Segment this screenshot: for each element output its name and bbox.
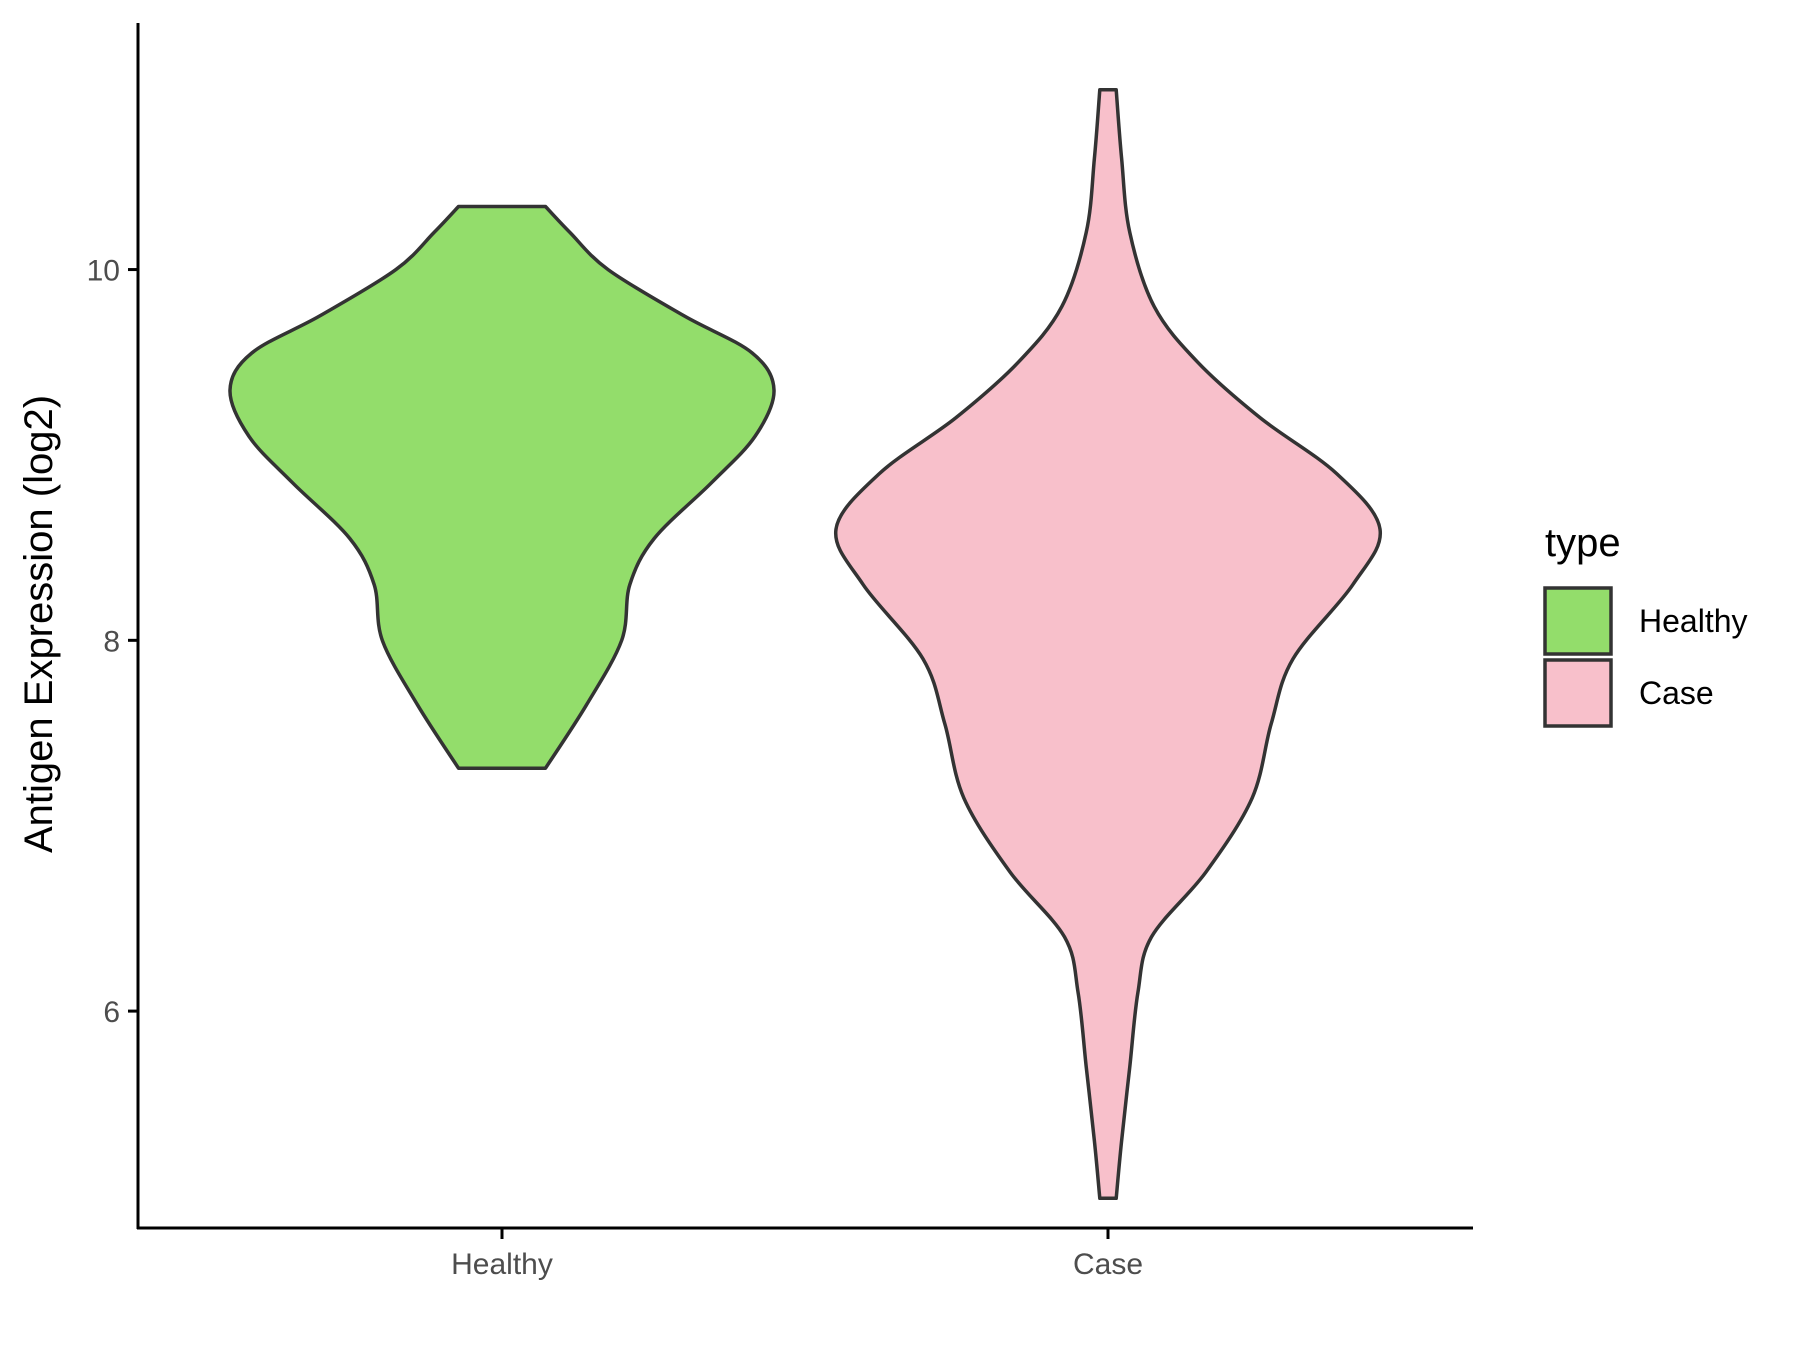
y-tick-label: 6 [103,996,120,1029]
x-ticks: Healthy Case [451,1228,1143,1281]
y-ticks: 6 8 10 [87,255,138,1029]
y-axis-title: Antigen Expression (log2) [17,395,61,853]
y-tick-label: 8 [103,625,120,658]
legend-label-healthy: Healthy [1639,603,1748,639]
legend-label-case: Case [1639,675,1714,711]
axes [136,23,1473,1230]
legend-key-healthy [1543,586,1613,656]
y-tick-label: 10 [87,255,120,288]
violin-healthy [228,204,776,770]
violin-case [833,87,1383,1201]
legend-key-case [1543,658,1613,728]
legend: type Healthy Case [1543,521,1748,728]
violin-layer [228,87,1383,1201]
x-tick-label: Healthy [451,1248,553,1281]
legend-title: type [1545,521,1621,565]
x-tick-label: Case [1073,1248,1143,1281]
